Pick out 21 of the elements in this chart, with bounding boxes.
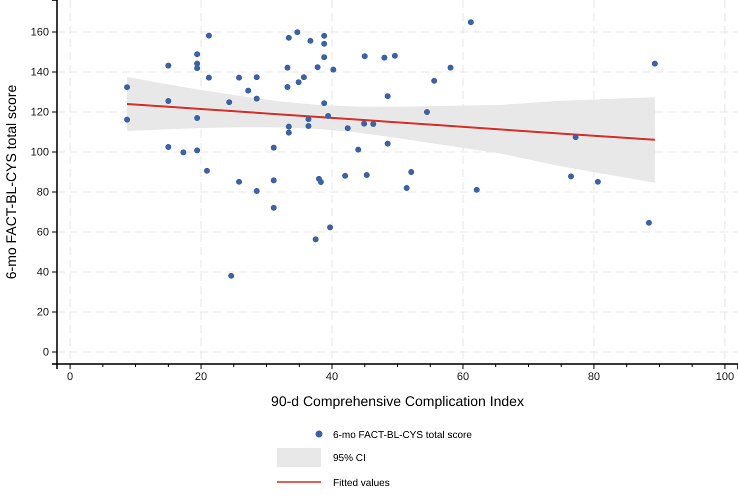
text: 95% CI (333, 453, 366, 464)
x-axis-title: 90-d Comprehensive Complication Index (271, 393, 524, 409)
line-series (126, 103, 656, 141)
x-tick-label: 0 (67, 370, 74, 383)
y-tick-label: 100 (30, 146, 49, 159)
legend-label: Fitted values (333, 478, 390, 489)
x-tick-label: 100 (716, 370, 734, 383)
y-tick-label: 20 (36, 306, 49, 319)
y-tick-label: 160 (30, 26, 49, 39)
y-tick-label: 140 (30, 66, 49, 79)
y-axis-title: 6-mo FACT-BL-CYS total score (3, 84, 19, 280)
y-tick-label: 60 (36, 226, 49, 239)
x-tick-label: 80 (588, 370, 600, 383)
y-tick-label: 80 (36, 186, 49, 199)
y-tick-label: 120 (30, 106, 49, 119)
legend-label: 6-mo FACT-BL-CYS total score (333, 430, 472, 441)
x-tick-label: 20 (194, 370, 208, 383)
x-tick-label: 60 (456, 370, 470, 383)
y-tick-label: 40 (36, 266, 49, 279)
y-tick-label: 0 (42, 346, 49, 359)
x-tick-label: 40 (326, 370, 338, 383)
